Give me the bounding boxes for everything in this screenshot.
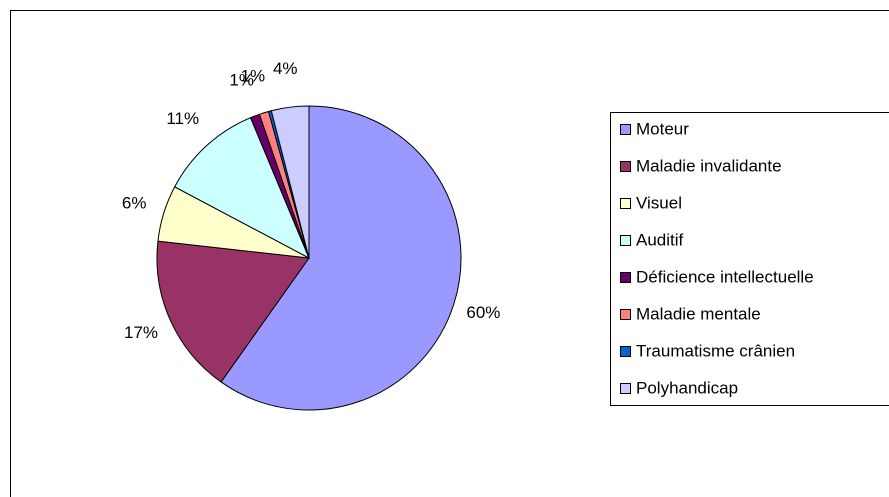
data-label: 60% (466, 303, 500, 322)
data-label: 4% (273, 59, 298, 78)
data-label: 1% (241, 66, 266, 85)
legend-swatch (620, 383, 631, 394)
data-label: 1% (229, 70, 254, 89)
legend-label: Déficience intellectuelle (636, 267, 814, 286)
data-label: 6% (122, 194, 147, 213)
legend-label: Traumatisme crânien (636, 341, 795, 360)
pie-slice (220, 105, 462, 411)
legend-swatch (620, 124, 631, 135)
legend-label: Maladie mentale (636, 304, 761, 323)
pie-slice (156, 240, 310, 383)
legend-label: Maladie invalidante (636, 156, 782, 175)
legend-label: Polyhandicap (636, 378, 738, 397)
data-label: 11% (166, 109, 199, 128)
legend-swatch (620, 161, 631, 172)
legend-swatch (620, 272, 631, 283)
legend-label: Auditif (636, 230, 684, 249)
pie-slice (270, 105, 310, 259)
pie-slice (173, 117, 310, 260)
legend-label: Visuel (636, 193, 682, 212)
legend-label: Moteur (636, 119, 689, 138)
legend-swatch (620, 346, 631, 357)
legend-swatch (620, 309, 631, 320)
legend-swatch (620, 235, 631, 246)
legend-swatch (620, 198, 631, 209)
legend-box (610, 112, 889, 406)
data-label: 17% (124, 323, 158, 342)
